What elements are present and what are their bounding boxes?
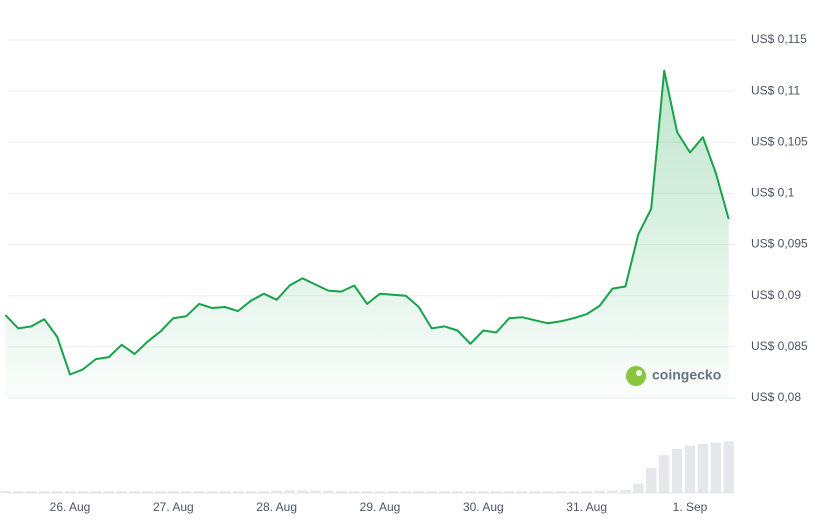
volume-bar [142,491,153,493]
volume-bar [478,491,489,493]
volume-bar [594,490,605,493]
volume-bar [0,491,11,493]
volume-bar [284,490,295,493]
volume-bar [426,491,437,493]
x-tick-label: 31. Aug [566,500,607,514]
volume-bar [129,491,140,493]
volume-bar [39,491,50,493]
volume-bar [697,443,709,493]
volume-bar [194,491,205,493]
volume-bar [181,491,192,493]
y-tick-label: US$ 0,08 [751,390,801,404]
volume-bar [310,490,321,493]
y-tick-label: US$ 0,11 [751,83,800,97]
volume-bar [542,491,554,493]
price-area [5,70,729,398]
volume-bar [516,491,528,493]
volume-bar [620,489,631,493]
x-tick-label: 26. Aug [50,500,91,514]
volume-bar [26,491,37,493]
volume-bar [77,491,89,493]
volume-bar [684,445,696,493]
volume-bar [581,491,592,493]
volume-bar [232,491,244,493]
volume-bar [400,491,411,493]
y-tick-label: US$ 0,115 [751,32,807,46]
volume-bar [413,491,424,493]
volume-bar [245,491,256,493]
volume-bar [155,491,166,493]
volume-bar [116,491,127,493]
volume-bar [671,448,683,493]
x-tick-label: 28. Aug [256,500,297,514]
volume-bar [452,491,463,493]
x-tick-label: 27. Aug [153,500,194,514]
volume-bar [103,491,114,493]
x-tick-label: 30. Aug [463,500,504,514]
volume-bar [633,483,644,493]
volume-bar [168,491,179,493]
y-tick-label: US$ 0,09 [751,288,801,302]
volume-bar [504,491,515,493]
y-tick-label: US$ 0,105 [751,134,808,148]
volume-bar [336,491,347,493]
volume-bar [439,491,450,493]
volume-bar [51,491,63,493]
volume-bar [555,491,566,493]
volume-bar [361,491,373,493]
volume-bar [258,491,269,493]
volume-bar [710,442,721,493]
y-tick-label: US$ 0,095 [751,237,808,251]
volume-bar [529,491,541,493]
volume-bar [491,491,502,493]
volume-bar [387,491,399,493]
volume-bar [13,491,24,493]
volume-bar [607,490,618,493]
volume-bar [90,491,101,493]
volume-bar [271,490,282,493]
y-tick-label: US$ 0,1 [751,186,795,200]
volume-bar [465,491,476,493]
volume-bar [723,441,734,493]
volume-bar [374,491,386,493]
volume-bar [646,467,657,493]
volume-bar [659,455,670,493]
y-tick-label: US$ 0,085 [751,339,808,353]
volume-bar [219,491,231,493]
volume-bar [568,491,579,493]
x-tick-label: 29. Aug [360,500,401,514]
volume-bar [297,490,308,493]
x-tick-label: 1. Sep [673,500,708,514]
price-line [4,69,730,376]
volume-bar [64,491,76,493]
volume-bar [323,490,334,493]
volume-bar [349,491,360,493]
volume-bar [206,491,218,493]
